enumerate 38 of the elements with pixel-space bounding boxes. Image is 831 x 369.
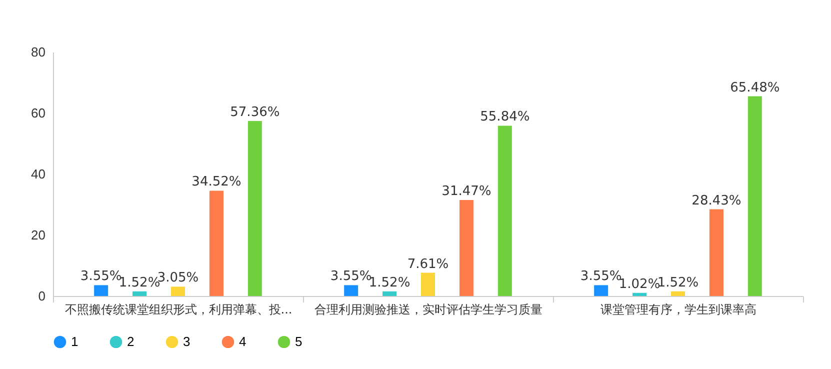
y-tick-label: 40 <box>31 166 46 182</box>
legend-label: 1 <box>71 334 78 349</box>
bar <box>248 121 262 296</box>
x-tick-label: 合理利用测验推送，实时评估学生学习质量 <box>314 302 542 316</box>
legend-label: 3 <box>183 334 190 349</box>
data-label: 3.55% <box>330 269 372 284</box>
bar <box>671 291 685 296</box>
data-label: 34.52% <box>192 174 242 190</box>
bar <box>594 285 608 296</box>
bar <box>421 272 435 296</box>
bar <box>171 286 185 296</box>
y-tick-label: 20 <box>31 228 46 242</box>
x-tick-label: 不照搬传统课堂组织形式，利用弹幕、投... <box>64 302 292 316</box>
bar <box>498 126 512 296</box>
data-label: 28.43% <box>692 193 742 208</box>
bar <box>459 200 474 296</box>
bar <box>209 190 224 296</box>
bar <box>632 292 647 296</box>
data-label: 55.84% <box>480 110 530 125</box>
data-label: 3.55% <box>580 269 622 284</box>
bar <box>382 291 397 296</box>
data-label: 31.47% <box>442 184 492 200</box>
y-tick-label: 80 <box>31 44 46 60</box>
y-tick-label: 0 <box>38 288 46 304</box>
bar <box>132 291 147 296</box>
bar <box>709 209 724 296</box>
bar <box>94 285 108 296</box>
x-tick-label: 课堂管理有序，学生到课率高 <box>600 302 756 316</box>
data-label: 7.61% <box>407 256 449 272</box>
legend-label: 4 <box>239 334 246 349</box>
bar <box>748 96 762 296</box>
legend-label: 5 <box>295 334 302 349</box>
bar <box>344 285 358 296</box>
data-label: 3.55% <box>80 269 122 284</box>
y-tick-label: 60 <box>31 106 46 120</box>
legend-label: 2 <box>127 334 134 349</box>
data-label: 65.48% <box>730 80 780 96</box>
data-label: 57.36% <box>230 105 280 120</box>
